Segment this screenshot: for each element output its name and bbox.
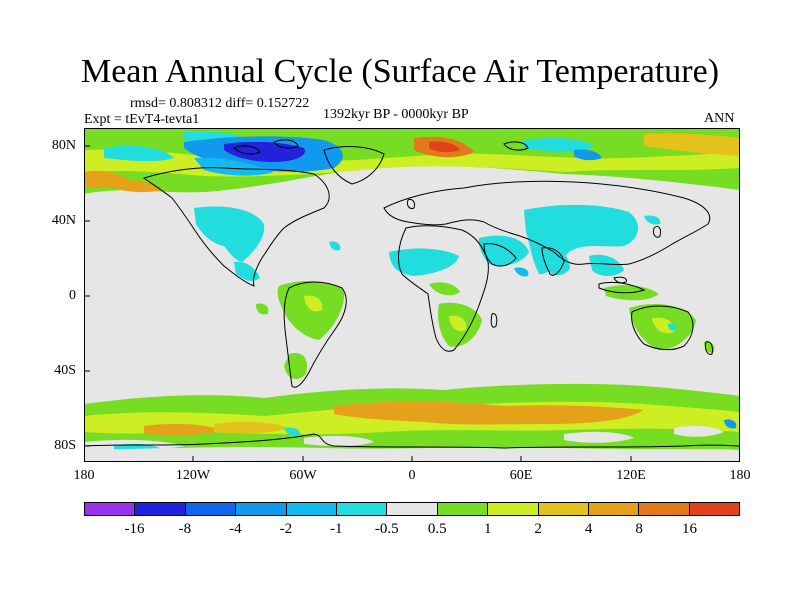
southern-orange-band — [334, 401, 644, 425]
colorbar-box — [135, 503, 186, 515]
north-africa-cyan — [389, 248, 459, 276]
colorbar-label: -16 — [124, 521, 145, 537]
antarctic-cyan-peninsula — [284, 427, 301, 437]
arctic-anomaly-field — [84, 128, 740, 194]
colorbar-box — [336, 503, 388, 515]
coast-japan — [653, 225, 661, 238]
y-tick-label: 0 — [69, 288, 76, 303]
coast-eurasia — [383, 180, 711, 266]
coast-africa — [398, 225, 489, 352]
x-tick-label: 180 — [73, 468, 95, 483]
colorbar-box — [538, 503, 589, 515]
colorbar-label: -0.5 — [374, 521, 399, 537]
period-label: 1392kyr BP - 0000kyr BP — [323, 107, 469, 122]
coast-indonesia — [598, 276, 646, 294]
colorbar-label: -8 — [178, 521, 192, 537]
canadian-light-blue-halo — [194, 157, 274, 176]
x-tick-label: 0 — [408, 468, 416, 483]
atlantic-cyan-small — [329, 241, 341, 251]
colorbar-label: 4 — [584, 521, 593, 537]
x-axis-ticks — [192, 456, 632, 462]
coast-australia — [631, 305, 694, 351]
colorbar-box — [85, 503, 136, 515]
coast-new-zealand — [705, 341, 713, 355]
y-tick-label: 80N — [51, 138, 76, 153]
colorbar — [84, 502, 740, 516]
y-tick-label: 80S — [54, 438, 76, 453]
colorbar-box — [185, 503, 237, 515]
arabian-sea-cyan — [514, 267, 529, 277]
south-america-green — [277, 281, 345, 340]
y-axis-ticks — [84, 145, 90, 447]
pacific-cyan-small — [644, 215, 661, 225]
colorbar-box — [236, 503, 287, 515]
chart-title: Mean Annual Cycle (Surface Air Temperatu… — [80, 53, 720, 90]
southern-yellow-pacific — [214, 421, 289, 434]
coast-greenland — [323, 146, 385, 185]
north-america-cyan — [194, 206, 265, 262]
canadian-dark-blue-core — [224, 141, 305, 162]
central-africa-green — [429, 282, 460, 296]
new-zealand-green — [704, 341, 715, 353]
map-panel — [84, 128, 740, 462]
antarctic-blue-spot — [724, 419, 737, 429]
coast-arctic-islands — [233, 139, 529, 155]
y-tick-label: 40S — [54, 363, 76, 378]
arctic-yellow-east — [644, 133, 740, 156]
siberia-blue-patch — [574, 149, 602, 161]
colorbar-label: 0.5 — [427, 521, 447, 537]
midlatitude-anomaly-field — [194, 204, 661, 281]
colorbar-label: -1 — [330, 521, 343, 537]
anomaly-map — [84, 128, 740, 462]
colorbar-label: 2 — [534, 521, 542, 537]
southern-orange-west — [144, 423, 224, 436]
colorbar-label: 16 — [682, 521, 698, 537]
coast-madagascar — [490, 313, 498, 328]
x-tick-label: 120E — [616, 468, 646, 483]
coast-south-america — [283, 281, 347, 388]
colorbar-box — [639, 503, 690, 515]
arctic-orange-west — [114, 180, 162, 193]
coast-antarctica — [84, 433, 740, 449]
season-label: ANN — [704, 111, 735, 126]
india-cyan — [541, 247, 570, 276]
colorbar-label: 1 — [483, 521, 492, 537]
southern-ocean-anomaly-field — [84, 383, 740, 462]
colorbar-box — [488, 503, 539, 515]
experiment-label: Expt = tEvT4-tevta1 — [84, 112, 200, 127]
australia-yellow — [652, 317, 675, 334]
south-america-yellow — [304, 295, 323, 312]
x-tick-label: 180 — [729, 468, 751, 483]
arctic-red-core — [429, 141, 460, 153]
pacific-green-small — [256, 303, 269, 315]
y-tick-label: 40N — [51, 213, 76, 228]
coast-north-america — [142, 167, 330, 287]
tropical-anomaly-field — [256, 281, 715, 380]
coastlines — [84, 139, 740, 449]
australia-cyan-spot — [668, 323, 677, 331]
colorbar-label: -4 — [229, 521, 242, 537]
coast-arabia — [483, 243, 517, 267]
colorbar-box — [286, 503, 337, 515]
stats-line: rmsd= 0.808312 diff= 0.152722 — [130, 96, 310, 111]
colorbar-box — [689, 503, 740, 515]
southern-africa-yellow — [449, 315, 467, 332]
x-tick-label: 60E — [509, 468, 533, 483]
colorbar-label: -2 — [279, 521, 293, 537]
southeast-asia-cyan — [589, 254, 624, 276]
coast-india — [541, 247, 565, 276]
siberia-cyan-patch — [524, 138, 594, 152]
x-tick-label: 60W — [289, 468, 317, 483]
colorbar-label: 8 — [635, 521, 643, 537]
coast-uk — [407, 199, 415, 209]
colorbar-box — [387, 503, 438, 515]
arctic-cyan-west — [104, 145, 174, 162]
colorbar-box — [437, 503, 489, 515]
antarctic-interior — [84, 447, 740, 462]
colorbar-box — [588, 503, 640, 515]
central-america-cyan — [234, 261, 260, 281]
x-tick-label: 120W — [175, 468, 211, 483]
